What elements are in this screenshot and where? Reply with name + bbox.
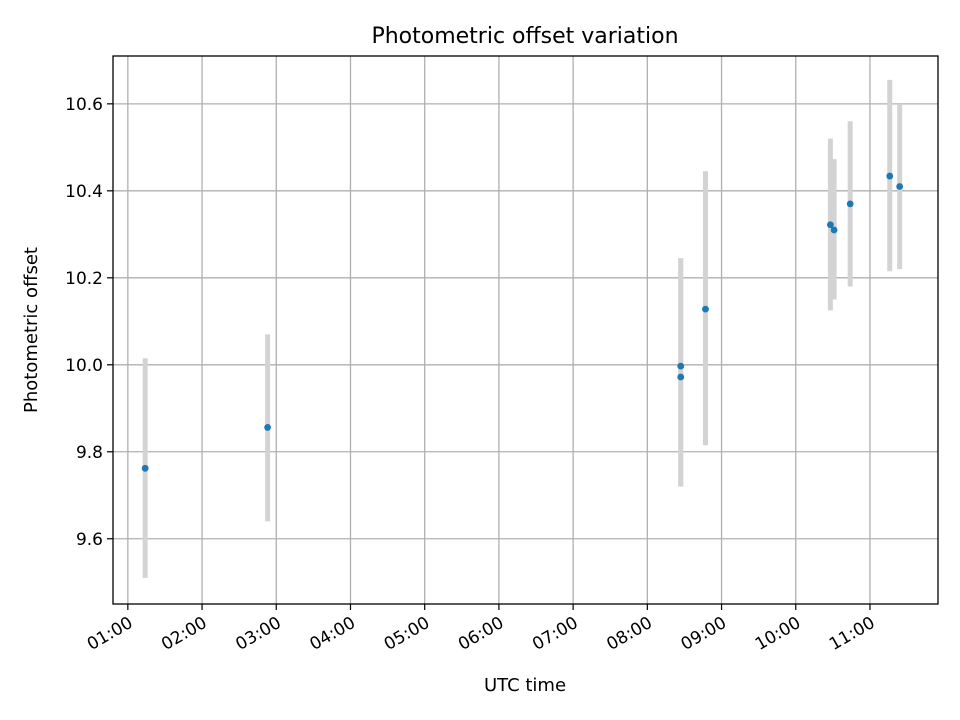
x-tick-label: 09:00 [678,613,730,655]
data-point [886,172,894,180]
data-point [830,226,838,234]
y-tick-label: 9.8 [76,443,103,463]
x-tick-label: 06:00 [455,613,507,655]
error-bars [142,79,903,578]
data-point [702,305,709,313]
x-tick-label: 04:00 [307,613,359,655]
data-point [826,221,834,229]
y-tick-label: 10.4 [65,182,103,202]
grid-lines [113,56,938,604]
x-tick-label: 08:00 [603,613,655,655]
x-tick-label: 10:00 [752,613,804,655]
x-tick-label: 05:00 [381,613,433,655]
data-point [846,200,854,208]
x-tick-label: 01:00 [84,613,136,655]
y-tick-label: 10.0 [65,356,103,376]
x-axis: 01:00 02:00 03:00 04:00 05:00 06:00 07:00 08:00… [84,604,878,655]
x-tick-label: 03:00 [232,613,284,655]
data-points [141,172,904,472]
y-tick-label: 10.2 [65,269,103,289]
data-point [677,373,685,381]
x-axis-label: UTC time [484,675,566,696]
y-tick-label: 10.6 [65,95,103,115]
y-tick-label: 9.6 [76,530,103,550]
y-axis: 9.6 9.8 10.0 10.2 10.4 10.6 [65,95,113,550]
plot-frame [112,55,939,605]
x-tick-label: 07:00 [529,613,581,655]
data-point [896,183,904,190]
x-tick-label: 02:00 [158,613,210,655]
data-point [141,464,149,472]
data-point [677,362,685,370]
x-tick-label: 11:00 [826,613,878,655]
data-point [264,424,272,431]
y-axis-label: Photometric offset [21,247,42,413]
chart-title: Photometric offset variation [371,24,678,49]
